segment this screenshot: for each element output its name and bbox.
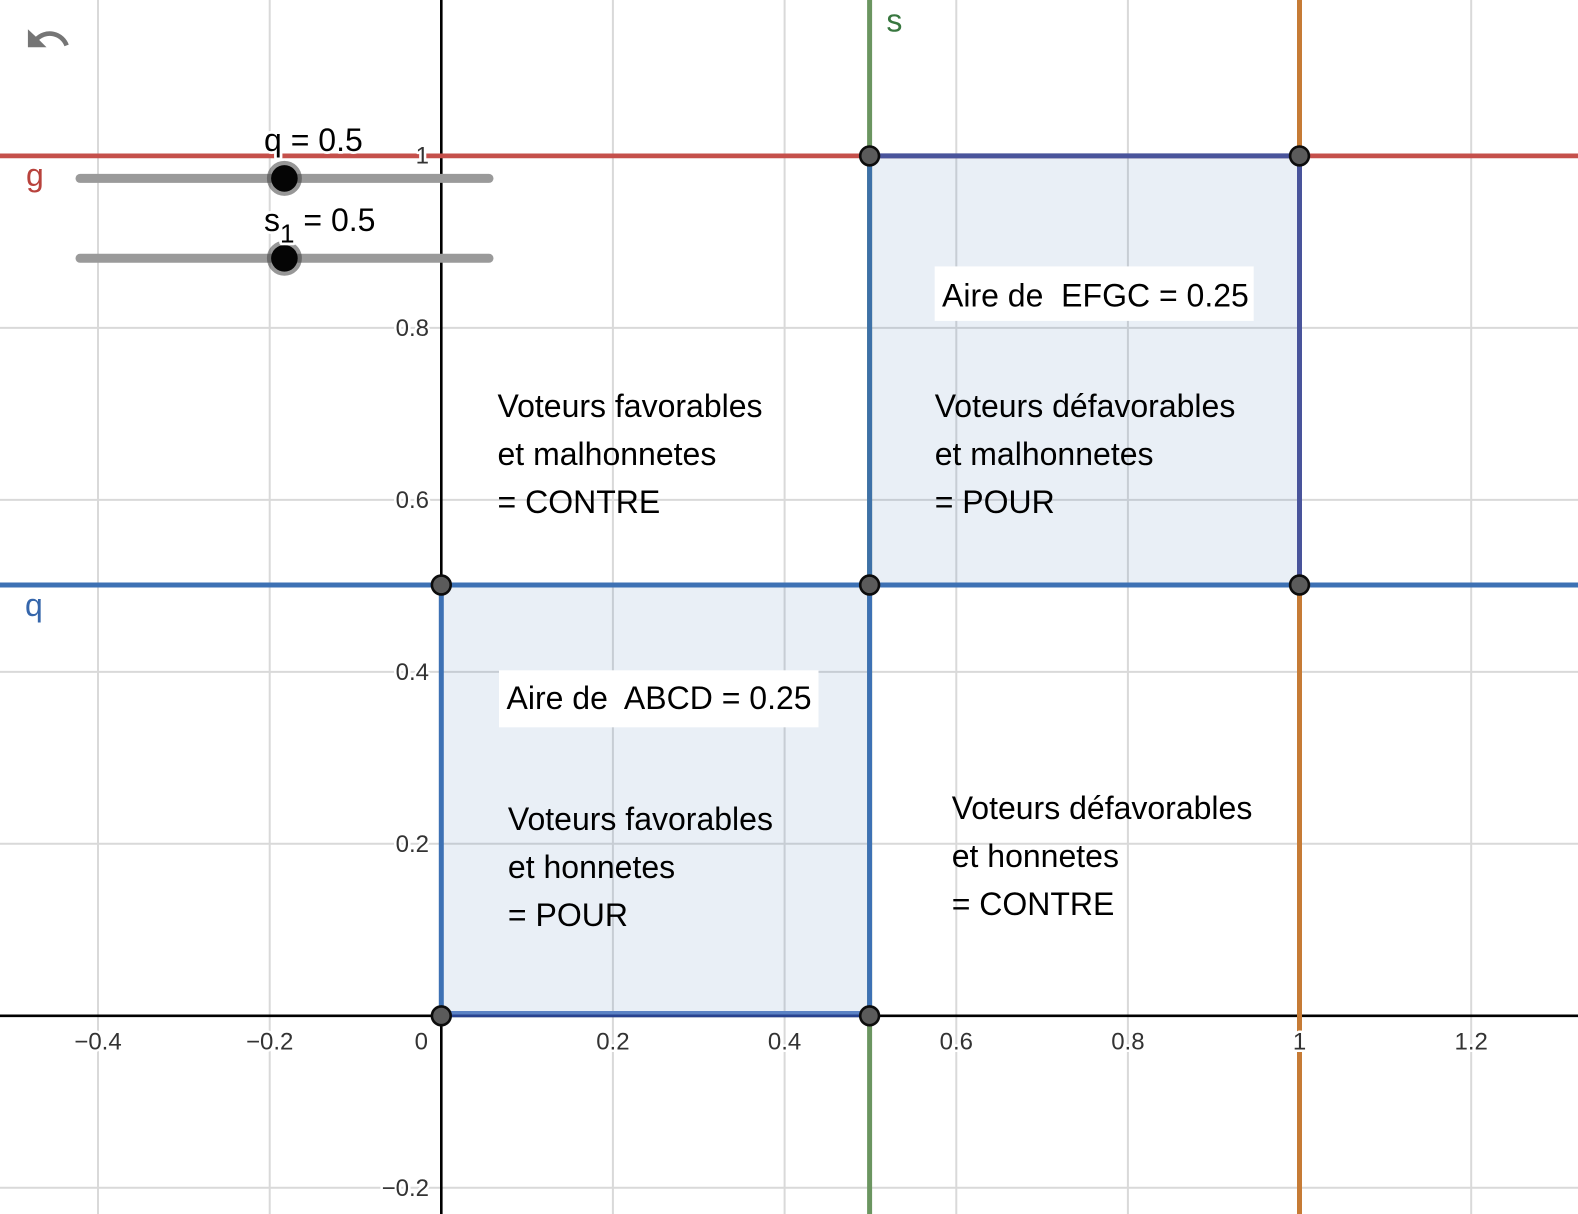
svg-text:−0.2: −0.2 <box>246 1029 293 1056</box>
svg-text:1: 1 <box>416 143 429 170</box>
svg-text:Aire de EFGC = 0.25: Aire de EFGC = 0.25 <box>942 277 1249 313</box>
svg-text:0: 0 <box>415 1029 428 1056</box>
svg-text:0.2: 0.2 <box>596 1029 629 1056</box>
svg-text:1: 1 <box>1293 1029 1306 1056</box>
svg-text:0.4: 0.4 <box>396 659 429 686</box>
svg-text:Aire de ABCD = 0.25: Aire de ABCD = 0.25 <box>507 680 812 716</box>
svg-text:q: q <box>25 587 43 623</box>
svg-text:s: s <box>886 3 902 39</box>
svg-text:−0.2: −0.2 <box>382 1175 429 1202</box>
svg-text:g: g <box>26 157 44 193</box>
svg-text:1.2: 1.2 <box>1455 1029 1488 1056</box>
svg-text:0.8: 0.8 <box>396 315 429 342</box>
svg-text:q = 0.5: q = 0.5 <box>264 122 363 158</box>
svg-text:0.2: 0.2 <box>396 831 429 858</box>
svg-text:0.8: 0.8 <box>1111 1029 1144 1056</box>
svg-text:0.4: 0.4 <box>768 1029 801 1056</box>
svg-text:−0.4: −0.4 <box>74 1029 121 1056</box>
svg-text:0.6: 0.6 <box>396 487 429 514</box>
svg-text:0.6: 0.6 <box>940 1029 973 1056</box>
